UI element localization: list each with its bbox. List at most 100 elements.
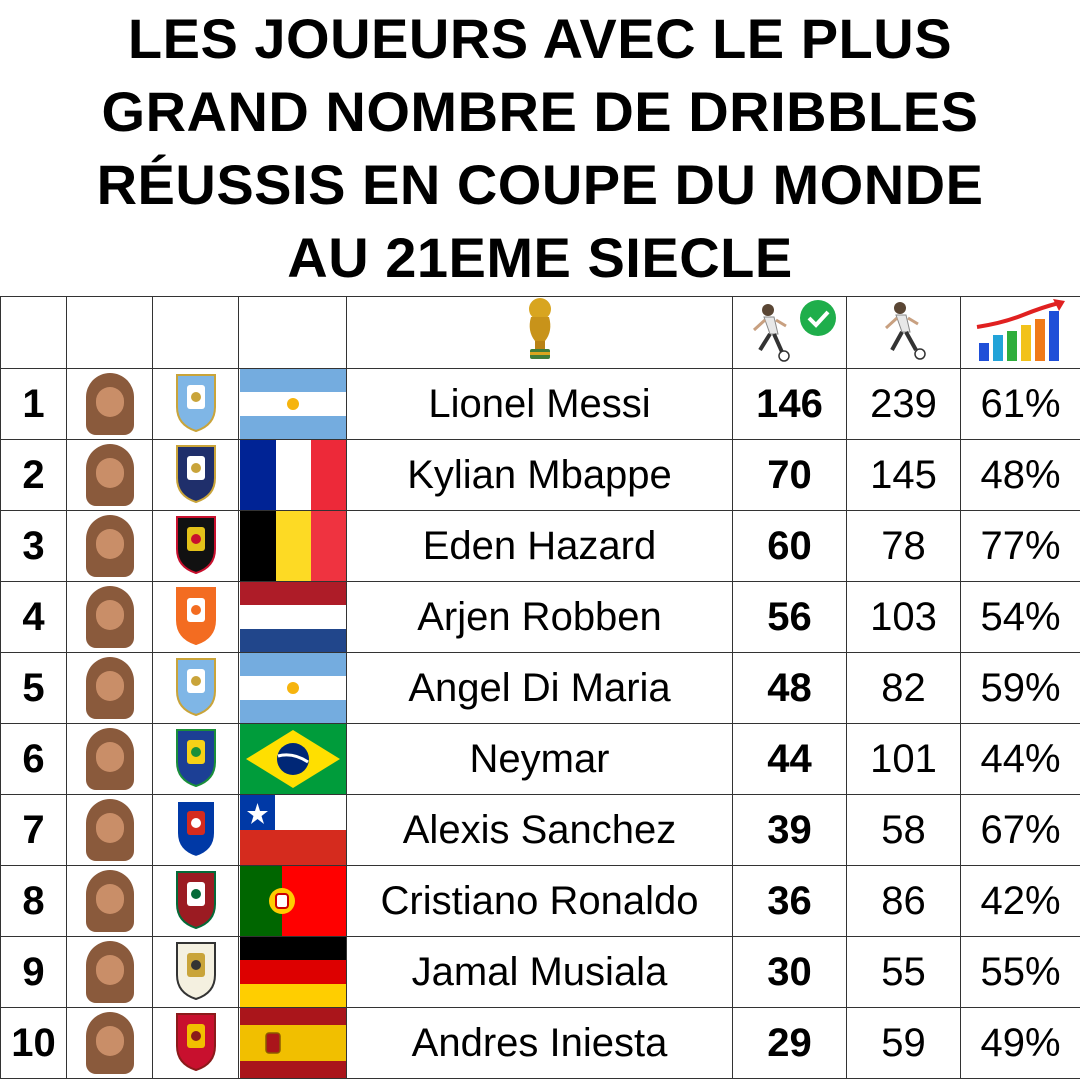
country-flag-cell xyxy=(238,936,347,1008)
successful-dribbles: 56 xyxy=(732,581,847,653)
team-crest-cell xyxy=(152,581,239,653)
world-cup-trophy-icon xyxy=(528,298,551,359)
player-name: Eden Hazard xyxy=(346,510,733,582)
rank-cell: 9 xyxy=(0,936,67,1008)
successful-dribbles: 36 xyxy=(732,865,847,937)
team-crest-cell xyxy=(152,936,239,1008)
success-rate: 77% xyxy=(960,510,1080,582)
player-photo-cell xyxy=(66,652,153,724)
title-line: RÉUSSIS EN COUPE DU MONDE xyxy=(96,153,984,216)
attempted-dribbles: 101 xyxy=(846,723,961,795)
table-row: 2 Kylian Mbappe 70 145 48% xyxy=(0,439,1080,511)
player-photo xyxy=(85,373,134,435)
successful-dribbles: 70 xyxy=(732,439,847,511)
rank-cell: 10 xyxy=(0,1007,67,1079)
attempted-dribbles: 239 xyxy=(846,368,961,440)
france-crest-icon xyxy=(175,444,216,503)
player-photo xyxy=(85,799,134,861)
country-flag-cell xyxy=(238,439,347,511)
attempted-dribbles: 145 xyxy=(846,439,961,511)
player-photo xyxy=(85,444,134,506)
rank-cell: 1 xyxy=(0,368,67,440)
player-photo xyxy=(85,1012,134,1074)
attempted-dribbles: 59 xyxy=(846,1007,961,1079)
attempted-dribbles: 55 xyxy=(846,936,961,1008)
header-row xyxy=(0,296,1080,369)
portugal-crest-icon xyxy=(175,870,216,929)
country-flag xyxy=(239,440,346,510)
player-name: Kylian Mbappe xyxy=(346,439,733,511)
successful-dribbles: 30 xyxy=(732,936,847,1008)
table-row: 5 Angel Di Maria 48 82 59% xyxy=(0,652,1080,724)
team-crest-cell xyxy=(152,510,239,582)
country-flag xyxy=(239,937,346,1007)
country-flag-cell xyxy=(238,794,347,866)
success-rate: 67% xyxy=(960,794,1080,866)
player-name: Lionel Messi xyxy=(346,368,733,440)
header-crest-cell xyxy=(152,296,239,369)
dribble-success-icon xyxy=(752,300,836,362)
header-photo-cell xyxy=(66,296,153,369)
country-flag xyxy=(239,582,346,652)
table-row: 9 Jamal Musiala 30 55 55% xyxy=(0,936,1080,1008)
player-name: Angel Di Maria xyxy=(346,652,733,724)
attempted-dribbles: 103 xyxy=(846,581,961,653)
header-attempted-cell xyxy=(846,296,961,369)
header-rate-cell xyxy=(960,296,1080,369)
country-flag-cell xyxy=(238,581,347,653)
player-name: Neymar xyxy=(346,723,733,795)
success-rate: 44% xyxy=(960,723,1080,795)
success-rate: 42% xyxy=(960,865,1080,937)
success-rate: 61% xyxy=(960,368,1080,440)
team-crest-cell xyxy=(152,439,239,511)
player-photo xyxy=(85,870,134,932)
table-row: 3 Eden Hazard 60 78 77% xyxy=(0,510,1080,582)
player-photo xyxy=(85,515,134,577)
country-flag-cell xyxy=(238,723,347,795)
header-flag-cell xyxy=(238,296,347,369)
successful-dribbles: 60 xyxy=(732,510,847,582)
argentina-crest-icon xyxy=(175,657,216,716)
belgium-crest-icon xyxy=(175,515,216,574)
success-rate: 48% xyxy=(960,439,1080,511)
rank-cell: 8 xyxy=(0,865,67,937)
argentina-crest-icon xyxy=(175,373,216,432)
country-flag xyxy=(239,1008,346,1078)
player-name: Arjen Robben xyxy=(346,581,733,653)
player-photo xyxy=(85,941,134,1003)
country-flag-cell xyxy=(238,652,347,724)
dribble-attempt-icon xyxy=(884,302,926,360)
country-flag-cell xyxy=(238,865,347,937)
team-crest-cell xyxy=(152,794,239,866)
germany-crest-icon xyxy=(175,941,216,1000)
player-name: Alexis Sanchez xyxy=(346,794,733,866)
rank-cell: 7 xyxy=(0,794,67,866)
rank-cell: 2 xyxy=(0,439,67,511)
table-row: 10 Andres Iniesta 29 59 49% xyxy=(0,1007,1080,1079)
title-line: LES JOUEURS AVEC LE PLUS xyxy=(127,7,953,70)
country-flag xyxy=(239,866,346,936)
successful-dribbles: 146 xyxy=(732,368,847,440)
title-line: GRAND NOMBRE DE DRIBBLES xyxy=(101,80,979,143)
attempted-dribbles: 58 xyxy=(846,794,961,866)
player-photo-cell xyxy=(66,439,153,511)
country-flag-cell xyxy=(238,510,347,582)
player-photo xyxy=(85,728,134,790)
attempted-dribbles: 78 xyxy=(846,510,961,582)
success-rate: 49% xyxy=(960,1007,1080,1079)
country-flag xyxy=(239,511,346,581)
header-rank-cell xyxy=(0,296,67,369)
country-flag-cell xyxy=(238,1007,347,1079)
player-photo-cell xyxy=(66,865,153,937)
successful-dribbles: 39 xyxy=(732,794,847,866)
country-flag xyxy=(239,795,346,865)
brazil-crest-icon xyxy=(175,728,216,787)
success-rate: 54% xyxy=(960,581,1080,653)
country-flag xyxy=(239,369,346,439)
player-photo xyxy=(85,586,134,648)
player-photo xyxy=(85,657,134,719)
player-photo-cell xyxy=(66,794,153,866)
team-crest-cell xyxy=(152,865,239,937)
player-photo-cell xyxy=(66,581,153,653)
